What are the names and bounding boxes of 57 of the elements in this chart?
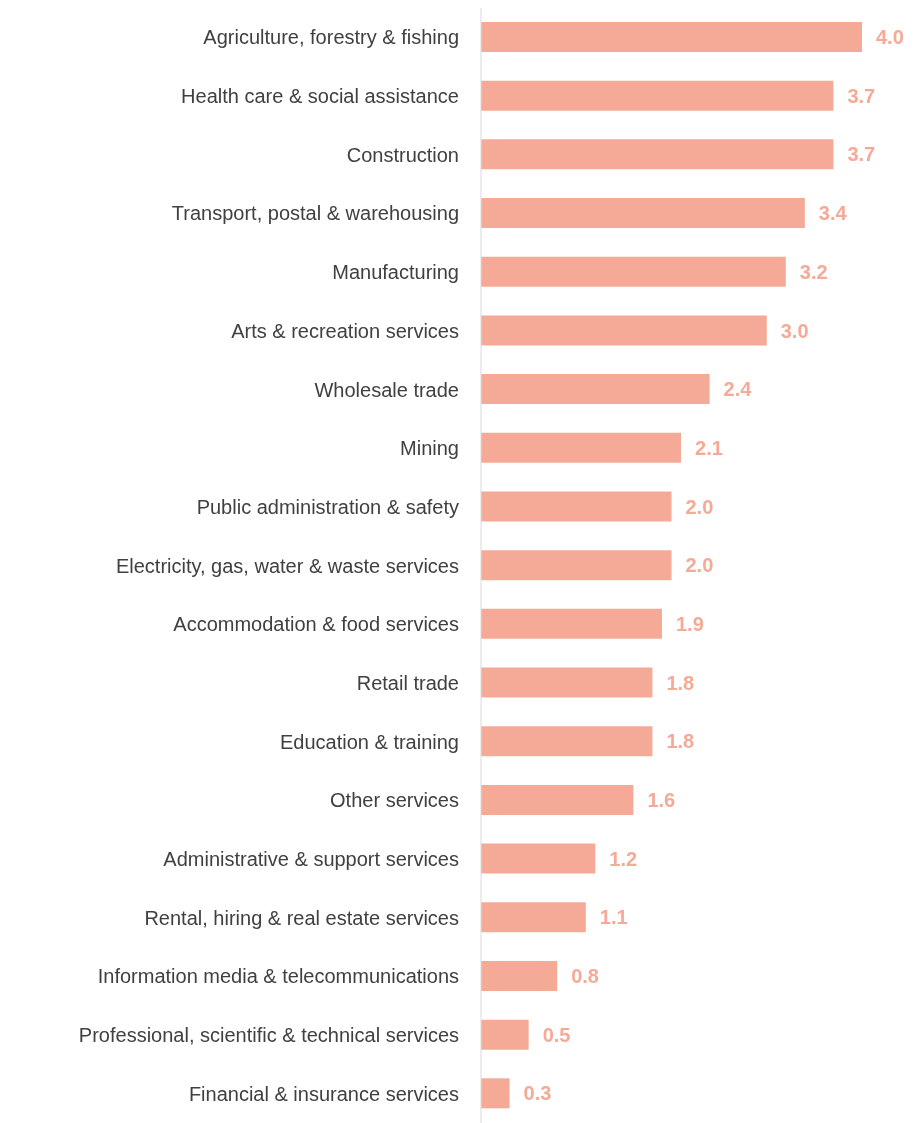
bar [481,726,653,757]
y-tick-label: Electricity, gas, water & waste services [115,554,459,577]
data-label: 2.0 [685,495,714,518]
y-tick-label: Accommodation & food services [173,613,459,636]
data-label: 3.7 [847,84,876,107]
y-tick-label: Public administration & safety [196,495,459,518]
data-label: 3.0 [780,319,809,342]
data-label: 3.2 [799,260,828,283]
y-tick-label: Other services [330,789,459,812]
data-label: 4.0 [876,26,904,49]
bar [481,1019,529,1050]
y-tick-label: Professional, scientific & technical services [78,1024,459,1047]
y-tick-label: Rental, hiring & real estate services [144,906,459,929]
data-label: 0.5 [542,1023,571,1046]
data-label: 0.8 [571,965,600,988]
data-label: 2.4 [723,378,753,401]
bar [481,491,672,522]
data-label: 1.2 [609,847,638,870]
data-label: 1.6 [647,788,676,811]
bar [481,608,662,639]
y-tick-label: Financial & insurance services [188,1082,459,1105]
data-label: 3.4 [818,202,848,225]
y-tick-label: Information media & telecommunications [97,965,459,988]
bar [481,432,682,463]
bar [481,667,653,698]
data-label: 2.1 [695,436,723,459]
bar [481,960,558,991]
data-label: 1.8 [666,730,695,753]
bar [481,315,767,346]
y-tick-label: Retail trade [356,671,459,694]
bar [481,139,834,170]
data-label: 3.7 [847,143,876,166]
bar [481,256,786,287]
bar [481,843,596,874]
bar [481,374,710,405]
y-tick-label: Wholesale trade [314,378,459,401]
y-tick-label: Administrative & support services [163,848,459,871]
y-tick-label: Agriculture, forestry & fishing [203,26,459,49]
bar [481,550,672,581]
data-label: 1.9 [675,612,704,635]
y-tick-label: Arts & recreation services [231,319,459,342]
data-label: 1.8 [666,671,695,694]
y-tick-label: Construction [346,143,459,166]
y-tick-label: Health care & social assistance [181,85,459,108]
data-label: 1.1 [599,906,628,929]
y-tick-label: Education & training [279,730,459,753]
bar [481,80,834,111]
bar [481,1078,510,1109]
bar [481,784,634,815]
y-tick-label: Transport, postal & warehousing [171,202,459,225]
y-tick-label: Manufacturing [332,261,459,284]
data-label: 0.3 [523,1082,552,1105]
data-label: 2.0 [685,554,714,577]
y-tick-label: Mining [400,437,459,460]
bar [481,22,862,52]
bar [481,902,586,933]
bar [481,198,805,229]
